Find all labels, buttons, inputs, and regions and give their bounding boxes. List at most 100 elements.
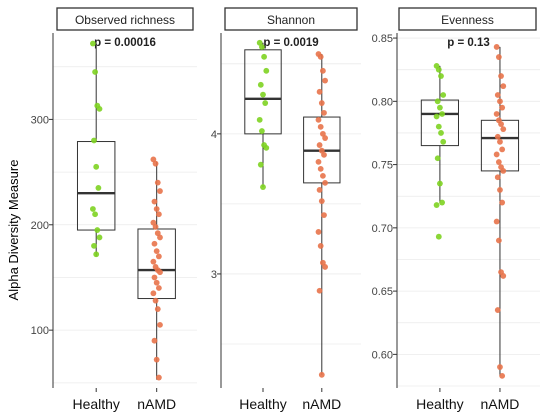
data-point-namd [493, 44, 500, 50]
data-point-healthy [438, 130, 444, 136]
data-point-namd [316, 186, 323, 193]
panel-evenness: 0.60 0.65 0.70 0.75 0.80 0.85 Evenness p = 0.13… [372, 7, 540, 412]
data-point-healthy [440, 92, 447, 98]
data-point-namd [322, 179, 328, 186]
data-point-namd [494, 133, 501, 140]
data-point-namd [153, 356, 160, 363]
y-tick-label: 0.75 [372, 160, 393, 172]
x-tick-label: Healthy [72, 396, 119, 412]
p-value-annotation: p = 0.00016 [94, 37, 156, 49]
data-point-healthy [263, 144, 270, 151]
data-point-healthy [435, 66, 442, 73]
data-point-namd [321, 212, 327, 219]
data-point-namd [316, 287, 323, 294]
data-point-healthy [93, 163, 100, 170]
data-point-namd [155, 374, 162, 381]
data-point-healthy [437, 104, 443, 111]
data-point-namd [493, 218, 500, 225]
data-point-healthy [256, 116, 263, 123]
x-tick-label: nAMD [137, 396, 176, 412]
data-point-healthy [91, 137, 97, 144]
panel-title: Shannon [267, 13, 315, 27]
data-point-namd [317, 123, 324, 130]
panel-shannon: 3 4 Shannon p = 0.0019 Healthy nAMD [211, 7, 361, 412]
data-point-namd [316, 142, 323, 148]
data-point-namd [315, 158, 322, 165]
data-point-namd [152, 223, 159, 230]
data-point-namd [155, 211, 162, 218]
data-point-healthy [440, 138, 447, 145]
p-value-annotation: p = 0.0019 [263, 37, 318, 49]
data-point-namd [322, 264, 328, 270]
y-tick-label: 200 [31, 220, 49, 232]
data-point-namd [321, 109, 327, 116]
x-tick-label: Healthy [239, 396, 286, 412]
data-point-namd [498, 73, 504, 79]
data-point-namd [157, 234, 163, 241]
data-point-healthy [91, 242, 97, 249]
data-point-healthy [439, 111, 445, 117]
data-point-healthy [90, 40, 96, 47]
y-tick-label: 4 [211, 129, 217, 141]
data-point-namd [153, 248, 160, 255]
data-point-namd [495, 237, 502, 244]
data-point-namd [318, 371, 325, 378]
data-point-healthy [439, 199, 445, 206]
x-tick-label: nAMD [481, 396, 520, 412]
data-point-namd [500, 126, 507, 133]
data-point-namd [155, 285, 162, 291]
data-point-healthy [435, 123, 442, 130]
data-point-namd [151, 337, 158, 344]
data-point-namd [150, 258, 157, 265]
data-point-healthy [434, 98, 441, 105]
y-tick-label: 3 [211, 269, 217, 281]
panel-title: Evenness [441, 13, 494, 27]
data-point-healthy [92, 211, 98, 218]
data-point-healthy [90, 206, 96, 212]
data-point-healthy [92, 69, 98, 75]
y-tick-label: 0.80 [372, 96, 393, 108]
y-tick-label: 300 [31, 114, 49, 126]
data-point-namd [493, 111, 500, 117]
data-point-namd [494, 92, 501, 98]
data-point-namd [493, 151, 500, 158]
data-point-healthy [263, 67, 270, 74]
data-point-healthy [437, 180, 443, 187]
data-point-namd [154, 179, 161, 186]
data-point-namd [499, 104, 506, 111]
data-point-namd [315, 229, 322, 235]
data-point-healthy [94, 227, 101, 233]
y-tick-label: 0.85 [372, 33, 393, 45]
data-point-namd [155, 253, 162, 260]
x-tick-label: Healthy [416, 396, 463, 412]
data-point-namd [157, 188, 163, 194]
data-point-namd [154, 306, 161, 312]
data-point-healthy [96, 105, 103, 112]
data-point-namd [500, 273, 507, 279]
data-point-namd [318, 100, 325, 106]
data-point-namd [316, 88, 323, 95]
data-point-healthy [95, 184, 102, 191]
data-point-healthy [435, 233, 442, 240]
data-point-healthy [260, 91, 266, 98]
y-tick-label: 100 [31, 325, 49, 337]
data-point-namd [495, 159, 502, 165]
data-point-healthy [257, 81, 264, 88]
data-point-namd [500, 83, 507, 90]
data-point-namd [150, 290, 157, 297]
panel-observed-richness: 100 200 300 Observed richness p = 0.00016 Hea… [31, 7, 197, 412]
data-point-namd [151, 274, 158, 281]
data-point-namd [152, 297, 159, 304]
data-point-namd [497, 364, 503, 370]
data-point-namd [322, 135, 328, 141]
data-point-namd [152, 160, 159, 167]
data-point-namd [495, 54, 502, 60]
data-point-namd [500, 168, 507, 174]
data-point-namd [151, 240, 158, 247]
y-tick-label: 0.65 [372, 286, 393, 298]
data-point-namd [153, 206, 160, 212]
data-point-namd [157, 269, 163, 276]
data-point-namd [498, 121, 504, 127]
data-point-namd [318, 198, 325, 204]
